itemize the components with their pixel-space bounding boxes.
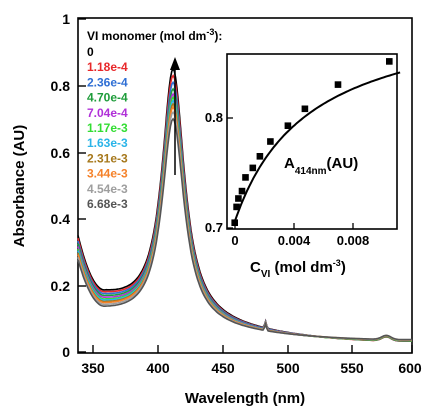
legend-title-main: VI monomer (mol dm [87,29,206,43]
decrease-arrow [170,57,180,175]
inset-fit-curve [233,71,401,223]
inset-data-point [242,174,249,181]
x-tick-label: 600 [398,360,422,376]
inset-x-label-mid: (mol dm [270,259,333,276]
y-axis-title: Absorbance (AU) [11,125,28,248]
inset-data-point [233,203,240,211]
x-tick-label: 500 [276,360,300,376]
inset-y-label: A414nm(AU) [284,155,358,177]
spectrum-line [77,117,412,341]
legend-entry: 4.54e-3 [87,182,128,196]
legend-title-superscript: -3 [206,27,214,37]
inset-data-point [249,164,257,172]
inset-x-tick-label: 0.004 [278,233,311,248]
legend-title: VI monomer (mol dm-3): [87,27,222,43]
inset-data-point [235,195,242,202]
inset-x-label: CVI (mol dm-3) [250,258,346,280]
y-tick-label: 0 [62,344,70,360]
inset-data-point [334,81,342,88]
x-tick-label: 400 [146,360,170,376]
inset-x-label-end: ) [341,259,346,276]
inset-y-ticks [227,117,233,229]
legend-entry: 7.04e-4 [87,106,128,120]
legend-entry: 0 [87,45,94,59]
y-tick-label: 1 [62,11,70,27]
inset-y-label-end: (AU) [327,155,359,172]
inset-data-point [238,187,246,195]
legend-entry: 2.36e-4 [87,75,128,89]
legend-entry: 1.63e-3 [87,136,128,150]
inset-data-point [267,138,274,145]
inset-x-tick-label: 0.008 [337,233,370,248]
inset-plot-frame [226,53,398,230]
legend-entries: 01.18e-42.36e-4 4.70e-47.04e-41.17e-31.63… [87,45,128,211]
inset-y-label-subscript: 414nm [295,166,327,177]
legend-entry: 4.70e-4 [87,91,128,105]
inset-x-label-subscript: VI [261,269,271,280]
legend-entry: 1.18e-4 [87,60,128,74]
main-y-ticks [78,18,86,353]
inset-data-point [301,105,309,113]
arrow-head-icon [170,57,180,70]
x-tick-label: 350 [81,360,105,376]
inset-points [231,58,393,226]
inset-y-label-main: A [284,155,295,172]
inset-data-point [386,58,393,65]
inset-y-tick-label: 0.7 [205,220,223,235]
legend-entry: 3.44e-3 [87,167,128,181]
legend-entry: 1.17e-3 [87,121,128,135]
x-tick-label: 450 [211,360,235,376]
spectra-group [77,67,413,342]
legend-entry: 2.31e-3 [87,151,128,165]
legend-title-end: ): [214,29,222,43]
x-axis-title: Wavelength (nm) [185,390,305,407]
main-plot-frame [77,17,413,354]
inset-x-tick-label: 0 [231,233,238,248]
y-tick-label: 0.6 [51,145,71,161]
inset-data-point [231,219,238,226]
y-tick-label: 0.8 [51,78,71,94]
x-tick-label: 550 [340,360,364,376]
main-x-ticks [92,345,413,353]
inset-x-label-main: C [250,259,261,276]
legend-entry: 6.68e-3 [87,197,128,211]
inset-data-point [256,153,264,160]
inset-x-label-superscript: -3 [333,258,341,268]
inset-y-tick-label: 0.8 [205,110,223,125]
y-tick-label: 0.4 [51,211,71,227]
y-tick-label: 0.2 [51,278,71,294]
inset-data-point [284,122,292,129]
